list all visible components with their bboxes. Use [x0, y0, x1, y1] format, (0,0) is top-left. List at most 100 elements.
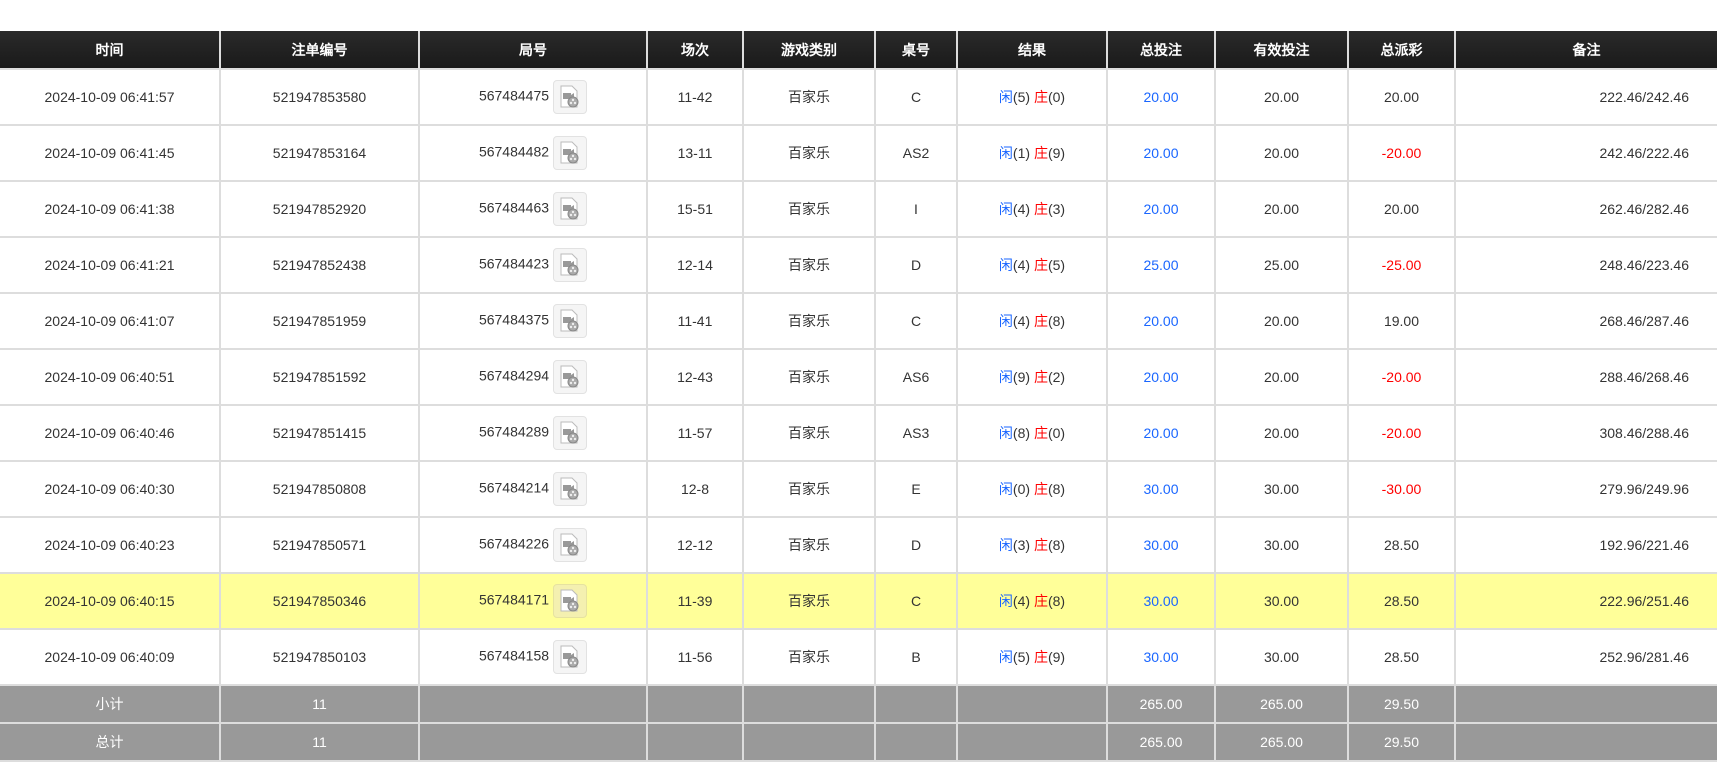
- player-score: (5): [1012, 649, 1031, 665]
- video-replay-icon[interactable]: [553, 192, 588, 226]
- cell-table-no: B: [874, 628, 958, 686]
- player-label: 闲: [998, 537, 1013, 553]
- video-replay-icon[interactable]: [553, 80, 588, 114]
- banker-score: (8): [1047, 481, 1066, 497]
- cell-session: 12-14: [646, 236, 744, 294]
- cell-session: 12-8: [646, 460, 744, 518]
- cell-total-bet: 30.00: [1106, 516, 1216, 574]
- subtotal-count: 11: [219, 684, 420, 724]
- player-label: 闲: [998, 481, 1013, 497]
- subtotal-label: 小计: [0, 684, 221, 724]
- table-row: 2024-10-09 06:40:09 521947850103 567484158…: [0, 628, 1717, 686]
- video-replay-icon[interactable]: [553, 584, 588, 618]
- cell-note: 252.96/281.46: [1454, 628, 1717, 686]
- cell-result: 闲(1) 庄(9): [956, 124, 1108, 182]
- cell-session: 15-51: [646, 180, 744, 238]
- cell-table-no: E: [874, 460, 958, 518]
- cell-round: 567484463: [418, 180, 648, 238]
- video-replay-icon[interactable]: [553, 416, 588, 450]
- cell-total-bet: 30.00: [1106, 460, 1216, 518]
- cell-bet-id: 521947852438: [219, 236, 420, 294]
- grand-total-label: 总计: [0, 722, 221, 762]
- player-score: (4): [1012, 257, 1031, 273]
- cell-session: 11-39: [646, 572, 744, 630]
- cell-round: 567484375: [418, 292, 648, 350]
- cell-valid-bet: 20.00: [1214, 348, 1349, 406]
- cell-payout: 28.50: [1347, 628, 1456, 686]
- cell-table-no: AS3: [874, 404, 958, 462]
- cell-bet-id: 521947850103: [219, 628, 420, 686]
- cell-bet-id: 521947853164: [219, 124, 420, 182]
- header-result: 结果: [956, 31, 1108, 69]
- cell-result: 闲(4) 庄(8): [956, 572, 1108, 630]
- cell-time: 2024-10-09 06:40:09: [0, 628, 221, 686]
- cell-valid-bet: 20.00: [1214, 180, 1349, 238]
- subtotal-total-bet: 265.00: [1106, 684, 1216, 724]
- cell-time: 2024-10-09 06:40:30: [0, 460, 221, 518]
- bet-records-table: 时间 注单编号 局号 场次 游戏类别 桌号 结果 总投注 有效投注 总派彩 备注…: [0, 31, 1717, 762]
- cell-note: 192.96/221.46: [1454, 516, 1717, 574]
- video-replay-icon[interactable]: [553, 640, 588, 674]
- cell-round: 567484294: [418, 348, 648, 406]
- banker-label: 庄: [1033, 313, 1048, 329]
- cell-payout: -20.00: [1347, 124, 1456, 182]
- cell-total-bet: 20.00: [1106, 124, 1216, 182]
- grand-total-total-bet: 265.00: [1106, 722, 1216, 762]
- round-number: 567484423: [478, 255, 550, 272]
- banker-label: 庄: [1033, 481, 1048, 497]
- cell-valid-bet: 30.00: [1214, 460, 1349, 518]
- cell-round: 567484171: [418, 572, 648, 630]
- player-label: 闲: [998, 257, 1013, 273]
- video-replay-icon[interactable]: [553, 304, 588, 338]
- cell-note: 288.46/268.46: [1454, 348, 1717, 406]
- round-number: 567484289: [478, 423, 550, 440]
- header-session: 场次: [646, 31, 744, 69]
- cell-note: 262.46/282.46: [1454, 180, 1717, 238]
- table-row: 2024-10-09 06:40:23 521947850571 567484226…: [0, 516, 1717, 574]
- cell-session: 11-41: [646, 292, 744, 350]
- cell-bet-id: 521947850571: [219, 516, 420, 574]
- video-replay-icon[interactable]: [553, 528, 588, 562]
- video-replay-icon[interactable]: [553, 360, 588, 394]
- subtotal-row: 小计 11 265.00 265.00 29.50: [0, 684, 1717, 724]
- cell-game-type: 百家乐: [742, 516, 876, 574]
- cell-time: 2024-10-09 06:40:23: [0, 516, 221, 574]
- cell-game-type: 百家乐: [742, 292, 876, 350]
- cell-time: 2024-10-09 06:40:46: [0, 404, 221, 462]
- cell-bet-id: 521947850346: [219, 572, 420, 630]
- subtotal-payout: 29.50: [1347, 684, 1456, 724]
- cell-valid-bet: 20.00: [1214, 292, 1349, 350]
- video-replay-icon[interactable]: [553, 472, 588, 506]
- round-number: 567484475: [478, 87, 550, 104]
- player-label: 闲: [998, 425, 1013, 441]
- cell-bet-id: 521947851592: [219, 348, 420, 406]
- banker-score: (8): [1047, 313, 1066, 329]
- banker-label: 庄: [1033, 425, 1048, 441]
- cell-session: 12-12: [646, 516, 744, 574]
- cell-result: 闲(5) 庄(0): [956, 68, 1108, 126]
- banker-score: (5): [1047, 257, 1066, 273]
- cell-total-bet: 30.00: [1106, 628, 1216, 686]
- subtotal-valid-bet: 265.00: [1214, 684, 1349, 724]
- player-label: 闲: [998, 89, 1013, 105]
- video-replay-icon[interactable]: [553, 248, 588, 282]
- player-score: (5): [1012, 89, 1031, 105]
- banker-label: 庄: [1033, 145, 1048, 161]
- cell-valid-bet: 20.00: [1214, 404, 1349, 462]
- table-header: 时间 注单编号 局号 场次 游戏类别 桌号 结果 总投注 有效投注 总派彩 备注: [0, 31, 1717, 69]
- cell-bet-id: 521947853580: [219, 68, 420, 126]
- cell-time: 2024-10-09 06:41:21: [0, 236, 221, 294]
- video-replay-icon[interactable]: [553, 136, 588, 170]
- player-label: 闲: [998, 593, 1013, 609]
- round-number: 567484171: [478, 591, 550, 608]
- grand-total-payout: 29.50: [1347, 722, 1456, 762]
- table-row: 2024-10-09 06:41:57 521947853580 567484475…: [0, 68, 1717, 126]
- cell-game-type: 百家乐: [742, 68, 876, 126]
- header-bet-id: 注单编号: [219, 31, 420, 69]
- header-time: 时间: [0, 31, 221, 69]
- cell-round: 567484214: [418, 460, 648, 518]
- cell-total-bet: 20.00: [1106, 292, 1216, 350]
- cell-payout: -20.00: [1347, 348, 1456, 406]
- round-number: 567484463: [478, 199, 550, 216]
- cell-note: 222.96/251.46: [1454, 572, 1717, 630]
